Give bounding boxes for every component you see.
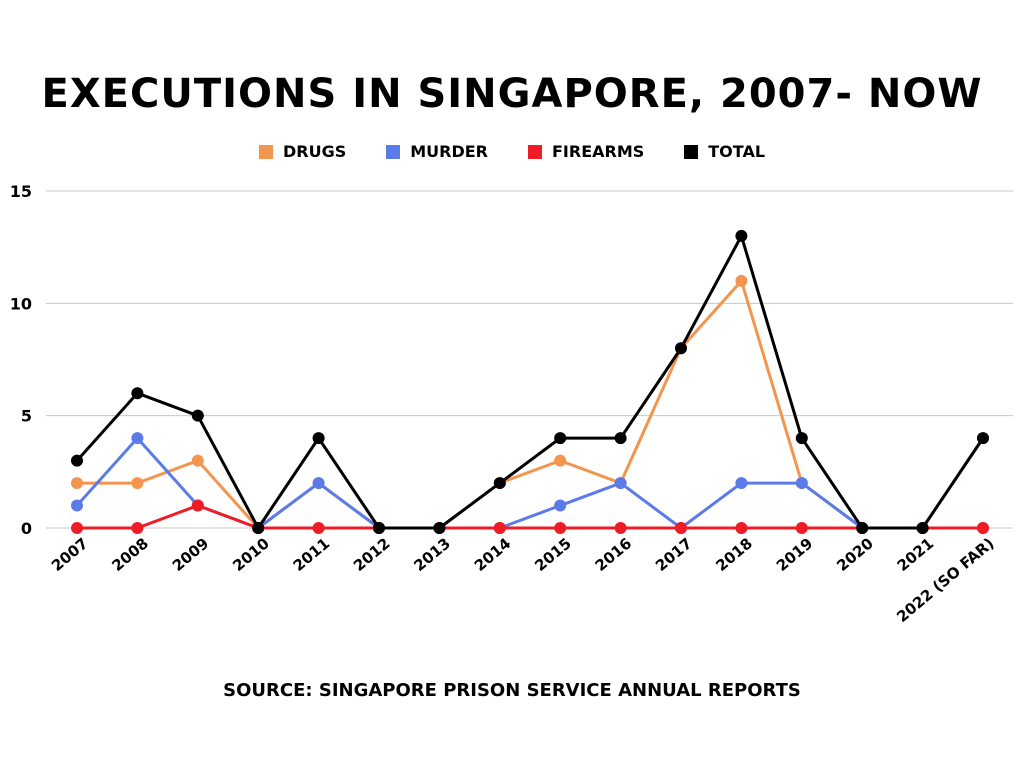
data-point-total [675, 342, 687, 355]
data-point-drugs [71, 477, 83, 490]
data-point-murder [71, 499, 83, 512]
legend-swatch-total [684, 144, 699, 159]
series-line-total [75, 234, 985, 530]
data-point-firearms [795, 522, 808, 534]
x-tick-label: 2009 [169, 534, 213, 575]
data-point-total [554, 432, 567, 445]
legend-item-murder: MURDER [386, 142, 488, 161]
y-tick-label: 10 [10, 294, 32, 313]
data-point-total [493, 477, 506, 490]
data-point-total [795, 432, 808, 445]
x-tick-label: 2017 [652, 534, 696, 575]
legend-label-drugs: DRUGS [282, 142, 347, 161]
legend-label-total: TOTAL [708, 142, 766, 161]
legend-label-murder: MURDER [410, 142, 488, 161]
data-point-murder [735, 477, 748, 490]
data-point-total [433, 522, 446, 534]
data-point-firearms [312, 522, 325, 534]
y-tick-label: 5 [21, 407, 32, 426]
legend-label-firearms: FIREARMS [551, 142, 645, 161]
data-point-firearms [493, 522, 506, 534]
data-point-firearms [131, 522, 144, 534]
x-tick-label: 2020 [833, 534, 877, 575]
data-point-firearms [675, 522, 687, 534]
data-point-total [916, 522, 929, 534]
chart-title: EXECUTIONS IN SINGAPORE, 2007- NOW [41, 71, 983, 117]
data-point-firearms [614, 522, 627, 534]
data-point-total [71, 454, 83, 467]
series-line-firearms [75, 504, 985, 530]
data-point-total [735, 229, 748, 242]
x-tick-label: 2012 [350, 534, 394, 575]
data-point-total [977, 432, 989, 445]
y-tick-label: 0 [21, 519, 32, 538]
series-line-drugs [75, 279, 985, 530]
data-point-firearms [71, 522, 83, 534]
data-point-total [614, 432, 627, 445]
data-point-total [856, 522, 869, 534]
data-point-drugs [191, 454, 204, 467]
data-point-drugs [735, 274, 748, 287]
x-tick-label: 2007 [48, 534, 92, 575]
series-line-murder [75, 436, 985, 530]
data-point-drugs [554, 454, 567, 467]
source-note: SOURCE: SINGAPORE PRISON SERVICE ANNUAL … [223, 680, 801, 701]
data-point-murder [131, 432, 144, 445]
legend-swatch-murder [386, 144, 401, 159]
legend-swatch-drugs [258, 144, 273, 159]
x-tick-label: 2021 [894, 534, 938, 575]
data-point-firearms [191, 499, 204, 512]
legend-swatch-firearms [527, 144, 542, 159]
data-point-firearms [977, 522, 989, 534]
x-tick-label: 2016 [592, 534, 636, 575]
x-tick-label: 2018 [712, 534, 756, 575]
data-point-total [252, 522, 265, 534]
chart-legend: DRUGS MURDER FIREARMS TOTAL [0, 142, 1024, 161]
data-point-firearms [735, 522, 748, 534]
x-tick-label: 2010 [229, 534, 273, 575]
data-point-total [373, 522, 385, 534]
x-tick-label: 2013 [410, 534, 454, 575]
data-point-firearms [554, 522, 567, 534]
y-tick-label: 15 [10, 182, 32, 201]
data-point-total [312, 432, 325, 445]
data-point-murder [614, 477, 627, 490]
data-point-total [131, 387, 144, 400]
legend-item-total: TOTAL [684, 142, 765, 161]
data-point-drugs [131, 477, 144, 490]
legend-item-firearms: FIREARMS [527, 142, 645, 161]
x-tick-label: 2014 [471, 534, 515, 575]
x-tick-label: 2008 [108, 534, 152, 575]
data-point-murder [795, 477, 808, 490]
x-tick-label: 2015 [531, 534, 575, 575]
x-tick-label: 2011 [290, 534, 334, 575]
x-tick-label: 2019 [773, 534, 817, 575]
data-point-total [191, 409, 204, 422]
data-point-murder [312, 477, 325, 490]
data-point-murder [554, 499, 567, 512]
legend-item-drugs: DRUGS [258, 142, 347, 161]
